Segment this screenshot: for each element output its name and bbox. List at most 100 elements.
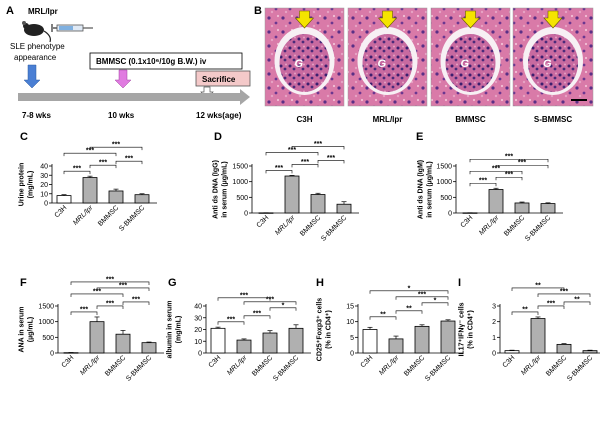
significance-label: *** [86,148,94,155]
significance-label: *** [518,160,526,167]
significance-bracket [421,302,449,306]
significance-bracket [511,311,539,315]
category-label-bmmsc: BMMSC [251,354,274,377]
bar-s-bmmsc [288,327,304,354]
bar-s-bmmsc [540,203,556,214]
y-tick-label: 500 [42,335,54,342]
category-label-mrl-lpr: MRL/lpr [274,214,297,237]
significance-bracket [70,311,98,315]
y-tick-label: 0 [492,351,496,358]
yellow-arrow-icon [543,10,563,29]
significance-bracket [89,146,143,151]
y-tick-label: 0 [448,211,452,218]
timeline-t3: 12 wks(age) [196,111,242,120]
y-axis-label: CD25⁺Foxp3⁺ cells [317,298,324,362]
panel-label-c: C [20,131,28,143]
bar-bmmsc [556,343,572,354]
significance-label: *** [505,172,513,179]
chart-panel-g: G 0 10 20 30 40 albumin in serum (mg/mL) C3H MRL/… [167,277,311,383]
glomerulus-label: G [543,58,552,70]
y-axis-label: Urine protein [19,163,26,207]
category-label-s-bmmsc: S-BMMSC [524,214,552,242]
significance-label: *** [275,165,283,172]
timeline-t2: 10 wks [108,111,135,120]
chart-panel-i: I 0 1 2 3 IL17⁺IFNγ⁻ cells (% in CD4⁺) C3H MRL/l… [458,277,600,383]
category-label-mrl-lpr: MRL/lpr [478,214,501,237]
bar-c3h [210,327,226,354]
histology-caption-bmmsc: BMMSC [455,115,485,124]
histology-images: G C3H G MRL/lpr G BMMSC G S-BMMSC [264,7,594,124]
y-axis-label: (mg/mL) [176,316,183,344]
significance-label: * [434,297,437,304]
significance-label: ** [574,296,580,303]
start-arrow [23,64,41,89]
y-axis-label: in serum (µg/mL) [222,161,229,218]
significance-label: *** [132,296,140,303]
significance-label: *** [112,142,120,149]
significance-label: *** [560,288,568,295]
significance-label: *** [301,159,309,166]
significance-label: *** [227,316,235,323]
y-axis-label: (mg/mL) [28,171,35,199]
significance-bracket [243,301,297,305]
y-tick-label: 40 [194,304,202,311]
treatment-arrow [114,69,132,89]
significance-label: ** [522,306,528,313]
y-tick-label: 0 [50,351,54,358]
histology-tile-c3h: G [264,7,345,107]
panel-a-label: A [6,5,14,17]
y-tick-label: 10 [194,339,202,346]
syringe-icon [51,24,93,32]
y-axis-label: (µg/mL) [28,317,35,342]
treatment-label: BMMSC (0.1x10⁶/10g B.W.) iv [96,57,207,66]
significance-bracket [369,290,449,294]
y-tick-label: 5 [350,335,354,342]
significance-bracket [495,164,549,169]
chart-panel-c: C 0 10 20 30 40 Urine protein (mg/mL) C3H MRL/lpr… [19,131,157,233]
y-axis-label: in serum (µg/mL) [427,161,434,218]
chart-panel-f: F 0 500 1000 1500 ANA in serum (µg/mL) C3H MRL/l… [19,276,164,383]
significance-label: *** [240,292,248,299]
glomerulus [528,34,578,92]
y-tick-label: 2 [492,319,496,326]
y-axis-label: ANA in serum [19,306,26,352]
histology-tile-mrl-lpr: G [347,7,428,107]
y-tick-label: 20 [40,182,48,189]
significance-bracket [96,305,124,309]
y-tick-label: 15 [346,304,354,311]
bar-c3h [504,350,520,354]
y-tick-label: 1 [492,335,496,342]
bar-s-bmmsc [582,350,598,354]
significance-label: *** [93,288,101,295]
bar-s-bmmsc [440,320,456,354]
y-tick-label: 40 [40,164,48,171]
significance-label: *** [119,282,127,289]
panel-label-h: H [316,277,324,289]
histology-tile-s-bmmsc: G [512,7,594,107]
category-label-bmmsc: BMMSC [403,354,426,377]
bar-c3h [362,329,378,354]
bar-bmmsc [108,190,124,204]
category-label-bmmsc: BMMSC [104,354,127,377]
bar-bmmsc [115,333,131,354]
y-tick-label: 0 [44,201,48,208]
significance-bracket [563,301,591,305]
significance-label: *** [288,147,296,154]
significance-label: * [408,285,411,292]
yellow-arrow-icon [460,10,481,29]
y-tick-label: 0 [198,351,202,358]
yellow-arrow-icon [377,10,398,29]
y-tick-label: 1000 [232,179,248,186]
y-axis-label: (% in CD4⁺) [468,310,475,349]
histology-caption-c3h: C3H [296,115,312,124]
significance-label: *** [80,306,88,313]
significance-bracket [63,152,117,157]
category-label-c3h: C3H [360,354,375,369]
bar-s-bmmsc [336,203,352,214]
category-label-s-bmmsc: S-BMMSC [272,354,300,382]
significance-bracket [469,170,523,175]
category-label-s-bmmsc: S-BMMSC [320,214,348,242]
panel-label-g: G [168,277,177,289]
y-axis-label: Anti ds DNA (IgG) [213,160,220,219]
